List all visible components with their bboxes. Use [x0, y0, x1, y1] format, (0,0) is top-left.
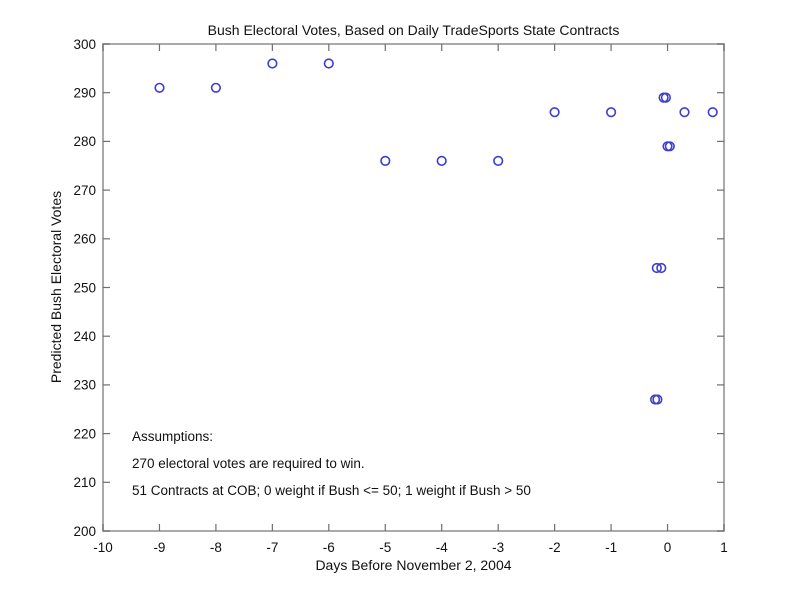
- data-point: [679, 107, 690, 118]
- data-point: [493, 155, 504, 166]
- data-point: [267, 58, 278, 69]
- x-tick-label: -8: [210, 540, 222, 555]
- x-tick-label: -2: [549, 540, 561, 555]
- data-point: [656, 262, 667, 274]
- chart-title: Bush Electoral Votes, Based on Daily Tra…: [207, 22, 620, 38]
- x-tick-label: -3: [492, 540, 504, 555]
- y-tick-label: 210: [73, 475, 96, 490]
- x-tick-label: -7: [266, 540, 278, 555]
- x-tick-label: -10: [93, 540, 113, 555]
- data-point: [323, 58, 334, 69]
- data-point: [605, 107, 617, 118]
- data-point: [707, 107, 718, 118]
- assumptions-heading: Assumptions:: [132, 429, 214, 444]
- y-axis-label: Predicted Bush Electoral Votes: [48, 190, 64, 384]
- assumption-line-270-votes: 270 electoral votes are required to win.: [132, 456, 365, 471]
- y-tick-label: 240: [73, 329, 96, 344]
- x-tick-label: -6: [323, 540, 335, 555]
- data-point: [660, 92, 672, 103]
- data-point: [210, 82, 221, 93]
- assumption-line-contracts-weighting: 51 Contracts at COB; 0 weight if Bush <=…: [132, 483, 531, 498]
- data-point: [651, 262, 662, 274]
- assumptions-note: Assumptions: 270 electoral votes are req…: [132, 423, 531, 504]
- data-point: [154, 82, 165, 93]
- y-tick-label: 200: [73, 524, 96, 539]
- data-point: [549, 107, 560, 118]
- data-point: [652, 394, 663, 405]
- x-tick-label: 0: [664, 540, 672, 555]
- x-tick-label: -1: [605, 540, 617, 555]
- x-tick-label: -9: [153, 540, 165, 555]
- data-point: [664, 141, 675, 152]
- y-tick-label: 250: [73, 280, 96, 295]
- x-tick-label: -5: [379, 540, 391, 555]
- y-tick-label: 220: [73, 426, 96, 441]
- x-tick-label: 1: [720, 540, 728, 555]
- x-axis-label: Days Before November 2, 2004: [315, 557, 512, 573]
- data-point: [380, 155, 391, 166]
- y-tick-label: 230: [73, 378, 96, 393]
- y-tick-label: 280: [73, 134, 96, 149]
- y-tick-label: 300: [73, 37, 96, 52]
- x-tick-label: -4: [436, 540, 448, 555]
- data-point: [436, 155, 447, 166]
- y-tick-label: 290: [73, 86, 96, 101]
- y-tick-label: 270: [73, 183, 96, 198]
- y-tick-label: 260: [73, 232, 96, 247]
